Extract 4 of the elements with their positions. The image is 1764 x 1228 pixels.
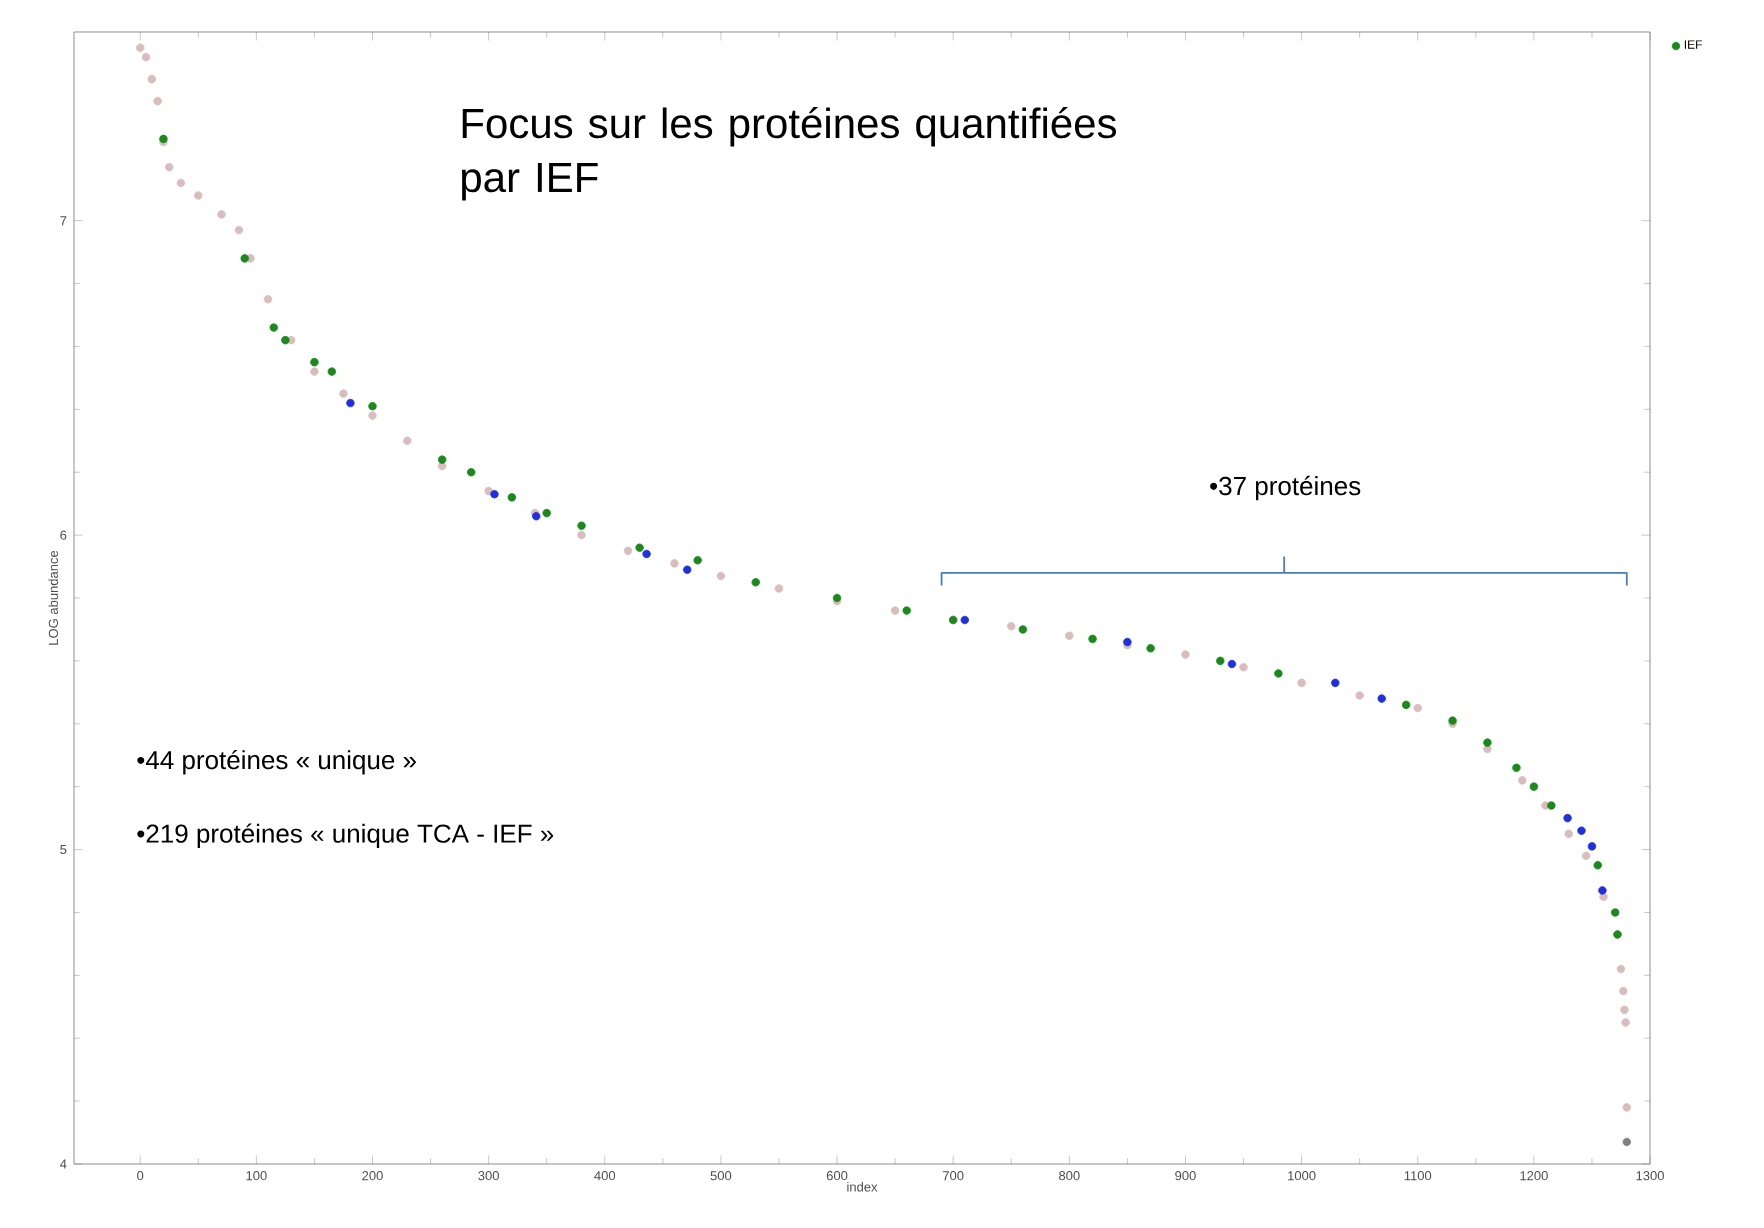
text: Focus sur les protéines quantifiées par IEF xyxy=(462,106,1117,201)
annotation: •44 protéines « unique » xyxy=(137,749,416,775)
annotation: •37 protéines xyxy=(1210,475,1361,501)
annotation: •219 protéines « unique TCA - IEF » xyxy=(137,823,554,848)
